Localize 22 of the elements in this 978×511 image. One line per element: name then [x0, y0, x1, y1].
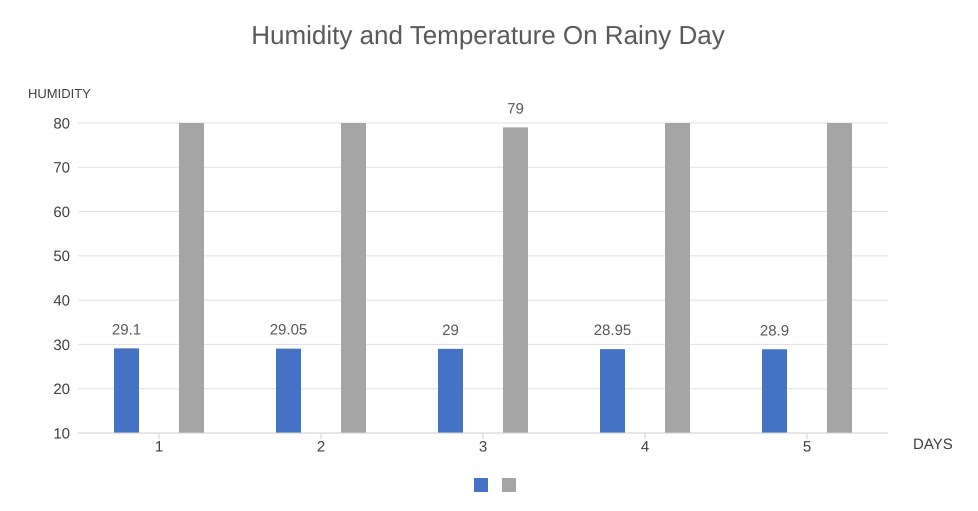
- x-axis-title: DAYS: [913, 436, 953, 453]
- x-tick-label: 5: [802, 438, 812, 456]
- x-tick-label: 3: [478, 438, 488, 456]
- x-tick-label: 4: [640, 438, 650, 456]
- y-tick-label: 50: [53, 248, 70, 266]
- data-label: 29: [442, 322, 459, 339]
- x-tick-label: 1: [154, 438, 164, 456]
- data-label: 29.05: [270, 322, 308, 339]
- y-tick-label: 20: [53, 381, 70, 398]
- data-label: 28.95: [594, 322, 632, 340]
- y-axis-title: HUMIDITY: [28, 86, 91, 101]
- y-tick-label: 60: [53, 204, 70, 221]
- y-tick-label: 10: [53, 425, 70, 442]
- data-label: 79: [507, 100, 524, 118]
- data-label: 28.9: [760, 322, 790, 340]
- y-tick-label: 30: [53, 336, 70, 354]
- data-label: 29.1: [112, 321, 142, 338]
- y-tick-label: 40: [53, 292, 70, 310]
- x-tick-label: 2: [316, 438, 326, 456]
- chart-title: Humidity and Temperature On Rainy Day: [250, 20, 726, 51]
- y-tick-label: 70: [53, 160, 70, 177]
- y-tick-label: 80: [53, 115, 70, 132]
